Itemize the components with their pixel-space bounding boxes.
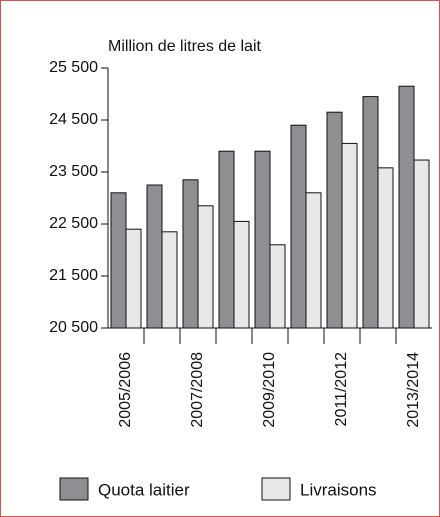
bar (125, 228, 142, 329)
legend-label: Livraisons (300, 480, 377, 499)
bar (233, 220, 250, 329)
legend-swatch (261, 477, 291, 501)
bar (290, 124, 307, 329)
legend-label: Quota laitier (98, 480, 190, 499)
x-tick-label: 2007/2008 (189, 352, 206, 428)
bar (269, 244, 286, 329)
x-tick-label: 2005/2006 (117, 352, 134, 428)
bar (326, 111, 343, 329)
bar (182, 179, 199, 329)
bar (341, 142, 358, 329)
y-tick-label: 20 500 (49, 319, 98, 336)
legend-swatch (59, 477, 89, 501)
bar (413, 159, 430, 329)
x-tick-label: 2011/2012 (333, 352, 350, 427)
y-axis-label: Million de litres de lait (108, 38, 262, 55)
y-tick-label: 21 500 (49, 267, 98, 284)
bar (305, 192, 322, 329)
y-tick-label: 23 500 (49, 163, 98, 180)
x-tick-label: 2013/2014 (405, 352, 422, 428)
bar (362, 96, 379, 329)
bar (161, 231, 178, 329)
bar (197, 205, 214, 329)
bar (218, 150, 235, 329)
y-tick-label: 24 500 (49, 111, 98, 128)
y-tick-label: 22 500 (49, 215, 98, 232)
y-tick-label: 25 500 (49, 59, 98, 76)
bar (398, 85, 415, 329)
x-tick-label: 2009/2010 (261, 352, 278, 428)
bar (110, 192, 127, 329)
bar (146, 184, 163, 329)
bar (254, 150, 271, 329)
bar (377, 167, 394, 329)
